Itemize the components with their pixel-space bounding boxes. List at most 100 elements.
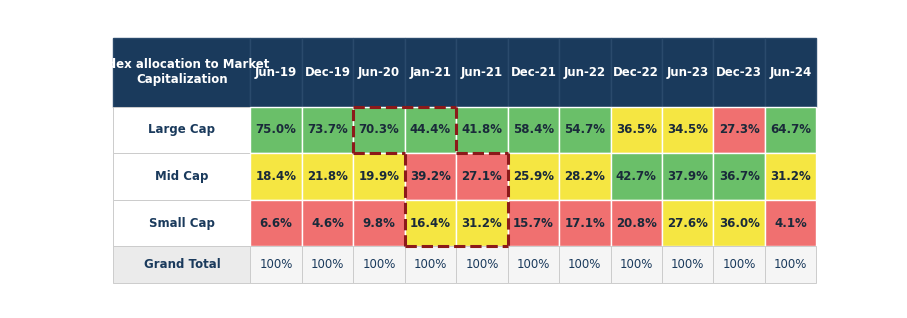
Bar: [662, 200, 714, 246]
Bar: [662, 107, 714, 153]
Text: 100%: 100%: [671, 258, 705, 271]
Text: Jun-19: Jun-19: [255, 66, 297, 79]
Text: 100%: 100%: [568, 258, 601, 271]
Bar: [456, 107, 508, 153]
Bar: [456, 200, 508, 246]
Text: 100%: 100%: [311, 258, 345, 271]
Bar: [714, 38, 765, 107]
Text: 73.7%: 73.7%: [307, 123, 348, 136]
Text: 100%: 100%: [517, 258, 550, 271]
Bar: [765, 153, 816, 200]
Bar: [302, 246, 354, 283]
Bar: [765, 38, 816, 107]
Bar: [765, 246, 816, 283]
Bar: [354, 38, 405, 107]
Text: 100%: 100%: [774, 258, 807, 271]
Bar: [405, 246, 456, 283]
Text: 39.2%: 39.2%: [410, 170, 451, 183]
Text: 20.8%: 20.8%: [616, 217, 657, 230]
Text: 58.4%: 58.4%: [512, 123, 554, 136]
Text: 4.1%: 4.1%: [775, 217, 807, 230]
Bar: [113, 200, 250, 246]
Text: 75.0%: 75.0%: [256, 123, 297, 136]
Bar: [113, 38, 250, 107]
Text: 27.1%: 27.1%: [462, 170, 502, 183]
Text: Dec-22: Dec-22: [613, 66, 659, 79]
Text: Dec-21: Dec-21: [511, 66, 556, 79]
Text: 36.5%: 36.5%: [616, 123, 657, 136]
Text: 15.7%: 15.7%: [513, 217, 554, 230]
Bar: [559, 107, 610, 153]
Bar: [559, 38, 610, 107]
Bar: [113, 246, 250, 283]
Text: 31.2%: 31.2%: [462, 217, 502, 230]
Text: 21.8%: 21.8%: [307, 170, 348, 183]
Text: Small Cap: Small Cap: [149, 217, 215, 230]
Bar: [113, 153, 250, 200]
Bar: [456, 153, 508, 200]
Bar: [302, 38, 354, 107]
Bar: [405, 107, 456, 153]
Text: 37.9%: 37.9%: [668, 170, 708, 183]
Text: Large Cap: Large Cap: [149, 123, 215, 136]
Bar: [508, 153, 559, 200]
Bar: [354, 107, 405, 153]
Bar: [610, 200, 662, 246]
Text: 44.4%: 44.4%: [410, 123, 451, 136]
Text: Mid Cap: Mid Cap: [155, 170, 209, 183]
Text: 100%: 100%: [363, 258, 395, 271]
Bar: [113, 107, 250, 153]
Bar: [456, 38, 508, 107]
Text: Index allocation to Market
Capitalization: Index allocation to Market Capitalizatio…: [94, 59, 269, 86]
Bar: [354, 246, 405, 283]
Text: 41.8%: 41.8%: [462, 123, 502, 136]
Text: 100%: 100%: [259, 258, 293, 271]
Text: 27.6%: 27.6%: [668, 217, 708, 230]
Bar: [559, 153, 610, 200]
Bar: [714, 153, 765, 200]
Bar: [302, 107, 354, 153]
Text: 42.7%: 42.7%: [616, 170, 657, 183]
Bar: [610, 246, 662, 283]
Text: 9.8%: 9.8%: [363, 217, 395, 230]
Text: 100%: 100%: [619, 258, 653, 271]
Bar: [610, 107, 662, 153]
Bar: [250, 200, 302, 246]
Bar: [250, 38, 302, 107]
Bar: [508, 246, 559, 283]
Text: 54.7%: 54.7%: [564, 123, 605, 136]
Text: 34.5%: 34.5%: [668, 123, 708, 136]
Bar: [456, 246, 508, 283]
Text: 100%: 100%: [723, 258, 756, 271]
Text: Grand Total: Grand Total: [143, 258, 220, 271]
Text: Dec-23: Dec-23: [717, 66, 762, 79]
Text: 28.2%: 28.2%: [564, 170, 605, 183]
Text: 31.2%: 31.2%: [770, 170, 811, 183]
Bar: [354, 200, 405, 246]
Text: 16.4%: 16.4%: [410, 217, 451, 230]
Text: Jun-22: Jun-22: [564, 66, 606, 79]
Bar: [765, 200, 816, 246]
Bar: [354, 153, 405, 200]
Text: 25.9%: 25.9%: [512, 170, 554, 183]
Text: Jun-20: Jun-20: [358, 66, 400, 79]
Bar: [250, 246, 302, 283]
Bar: [610, 153, 662, 200]
Text: Dec-19: Dec-19: [305, 66, 351, 79]
Text: 36.0%: 36.0%: [718, 217, 759, 230]
Bar: [250, 153, 302, 200]
Bar: [765, 107, 816, 153]
Text: 6.6%: 6.6%: [259, 217, 293, 230]
Text: Jun-24: Jun-24: [769, 66, 812, 79]
Bar: [302, 153, 354, 200]
Bar: [610, 38, 662, 107]
Bar: [559, 200, 610, 246]
Text: 27.3%: 27.3%: [718, 123, 759, 136]
Bar: [508, 200, 559, 246]
Bar: [250, 107, 302, 153]
Bar: [405, 38, 456, 107]
Bar: [662, 38, 714, 107]
Bar: [302, 200, 354, 246]
Bar: [662, 153, 714, 200]
Text: 64.7%: 64.7%: [770, 123, 811, 136]
